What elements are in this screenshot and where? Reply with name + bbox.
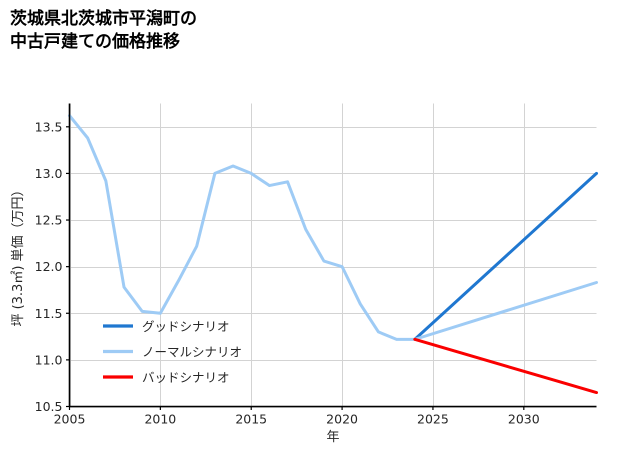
- series-line-0: [413, 171, 598, 341]
- series-lines: [68, 114, 598, 395]
- legend-label-2: バッドシナリオ: [142, 370, 230, 385]
- x-tick-label: 2020: [326, 412, 358, 427]
- gridlines: [69, 103, 597, 408]
- y-tick-label: 11.0: [35, 352, 63, 367]
- y-axis-label: 坪 (3.3㎡) 単価（万円）: [10, 183, 26, 326]
- axis-spines: [68, 103, 597, 408]
- x-tick-label: 2010: [144, 412, 176, 427]
- y-axis-ticks: 10.5 11.0 11.5 12.0 12.5 13.0 13.5: [35, 119, 70, 414]
- x-tick-label: 2005: [54, 412, 86, 427]
- x-tick-label: 2015: [235, 412, 267, 427]
- y-tick-label: 12.0: [35, 259, 63, 274]
- legend-label-0: グッドシナリオ: [142, 319, 230, 334]
- x-axis-ticks: 2005 2010 2015 2020 2025 2030: [54, 406, 540, 427]
- series-line-2: [413, 337, 598, 395]
- x-tick-label: 2030: [508, 412, 540, 427]
- x-axis-label: 年: [326, 430, 339, 445]
- x-tick-label: 2025: [417, 412, 449, 427]
- y-tick-label: 12.5: [35, 213, 63, 228]
- page-title: 茨城県北茨城市平潟町の 中古戸建ての価格推移: [10, 9, 197, 51]
- y-tick-label: 13.5: [35, 119, 63, 134]
- y-tick-label: 13.0: [35, 166, 63, 181]
- legend-label-1: ノーマルシナリオ: [142, 345, 242, 360]
- y-tick-label: 11.5: [35, 306, 63, 321]
- y-tick-label: 10.5: [35, 399, 63, 414]
- series-line-1: [68, 114, 598, 341]
